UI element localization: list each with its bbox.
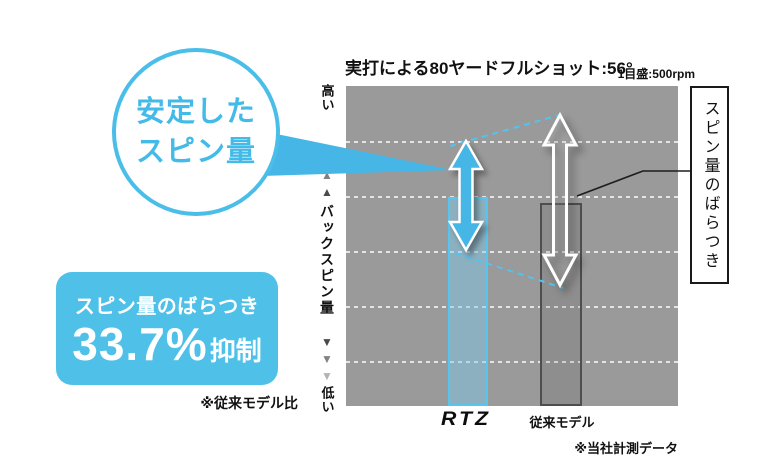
chart-title: 実打による80ヤードフルショット:56°: [345, 59, 633, 78]
gridline: [346, 306, 678, 308]
y-axis-low-label: 低い: [319, 386, 335, 414]
y-axis: 高い ▲ ▲ ▲ バックスピン量 ▼ ▼ ▼ 低い: [313, 84, 341, 418]
badge-footnote: ※従来モデル比: [200, 395, 298, 411]
callout-line1: 安定した: [135, 95, 256, 128]
y-axis-high-label: 高い: [319, 84, 335, 112]
badge-value-row: 33.7% 抑制: [72, 318, 262, 371]
conventional-model-label: 従来モデル: [529, 415, 595, 430]
spin-variation-label-box: スピン量のばらつき: [690, 86, 729, 284]
measurement-data-footnote: ※当社計測データ: [574, 441, 678, 456]
gridline: [346, 196, 678, 198]
gridline: [346, 141, 678, 143]
badge-value: 33.7%: [72, 318, 208, 371]
gridline-scale-note: 1目盛:500rpm: [617, 67, 695, 81]
up-triangle-icon: ▲: [321, 168, 333, 182]
down-triangle-icon: ▼: [321, 352, 333, 366]
badge-suffix: 抑制: [209, 336, 262, 367]
reduction-badge: スピン量のばらつき 33.7% 抑制: [56, 272, 278, 385]
up-triangle-icon: ▲: [321, 151, 333, 165]
rtz-spin-range-bar: [448, 197, 488, 406]
spin-variation-label: スピン量のばらつき: [701, 99, 719, 271]
gridline: [346, 251, 678, 253]
up-triangle-icon: ▲: [321, 185, 333, 199]
y-axis-name: バックスピン量: [319, 204, 335, 316]
rtz-logo: RTZ: [441, 409, 491, 430]
stable-spin-callout: 安定した スピン量: [112, 48, 280, 216]
down-triangle-icon: ▼: [321, 369, 333, 383]
conventional-spin-range-bar: [540, 203, 582, 406]
down-triangle-icon: ▼: [321, 335, 333, 349]
callout-line2: スピン量: [135, 136, 256, 168]
gridline: [346, 361, 678, 363]
plot-area: [346, 86, 678, 406]
badge-title: スピン量のばらつき: [74, 296, 260, 319]
